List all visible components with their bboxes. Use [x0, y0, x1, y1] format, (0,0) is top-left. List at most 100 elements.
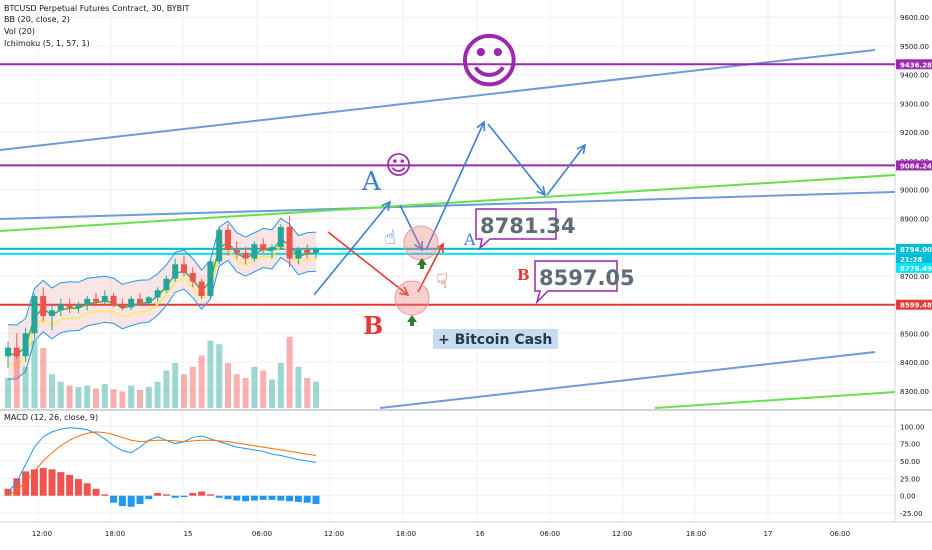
volume-indicator-label[interactable]: Vol (20) [4, 27, 35, 36]
candle-body[interactable] [269, 247, 275, 250]
candle-body[interactable] [260, 244, 267, 250]
price-tag-box[interactable] [896, 243, 932, 254]
macd-histogram-bar [277, 495, 285, 501]
price-tag-box[interactable] [896, 299, 932, 310]
arrow-a-up[interactable] [313, 201, 391, 296]
time-tick-label: 06:00 [540, 530, 560, 538]
arrow-a-rally[interactable] [425, 121, 485, 251]
candle-body[interactable] [216, 229, 223, 262]
trendline-middle[interactable] [0, 191, 896, 220]
price-tag-box[interactable] [896, 160, 932, 171]
candle-body[interactable] [119, 304, 126, 308]
candle-body[interactable] [57, 304, 64, 311]
target-circle-a[interactable] [403, 225, 439, 261]
macd-histogram-bar [171, 495, 179, 498]
candle-body[interactable] [101, 295, 108, 302]
arrow-a-continue[interactable] [546, 144, 586, 196]
candle-body[interactable] [295, 249, 302, 259]
macd-line[interactable] [7, 427, 317, 493]
trendline-lower[interactable] [379, 351, 876, 409]
volume-bar [189, 366, 196, 408]
candle-body[interactable] [93, 298, 99, 302]
volume-bar [172, 363, 179, 408]
macd-histogram-bar [189, 492, 197, 496]
candle-body[interactable] [84, 298, 91, 305]
candle-body[interactable] [233, 249, 240, 253]
arrow-a-down[interactable] [399, 204, 423, 251]
candle-body[interactable] [286, 226, 293, 259]
macd-histogram-bar [110, 495, 118, 503]
time-tick-label: 06:00 [830, 530, 850, 538]
candle-body[interactable] [154, 290, 161, 298]
bollinger-upper[interactable] [7, 217, 317, 326]
price-tag-label: 8776.49 [900, 265, 932, 273]
candle-body[interactable] [251, 244, 258, 259]
time-tick-label: 18:00 [396, 530, 416, 538]
volume-bar [269, 379, 275, 408]
price-tag-box[interactable] [896, 59, 932, 70]
candle-body[interactable] [75, 304, 82, 308]
ichimoku-indicator-label[interactable]: Ichimoku (5, 1, 57, 1) [4, 39, 90, 48]
price-tag-label: 9084.24 [900, 162, 932, 170]
candle-body[interactable] [163, 278, 170, 291]
candle-body[interactable] [40, 295, 47, 317]
candle-body[interactable] [225, 229, 231, 250]
time-tick-label: 18:00 [105, 530, 125, 538]
candle-body[interactable] [181, 264, 187, 273]
candle-body[interactable] [207, 261, 214, 296]
macd-histogram-bar [127, 495, 135, 507]
candle-body[interactable] [189, 272, 196, 282]
bitcoin-cash-box[interactable] [433, 329, 558, 349]
time-tick-label: 17 [764, 530, 773, 538]
price-tick-label: 9500.00 [900, 43, 929, 51]
candle-body[interactable] [198, 281, 205, 296]
candle-body[interactable] [137, 298, 143, 304]
volume-bar [101, 384, 108, 408]
trendline-upper[interactable] [0, 49, 876, 151]
candle-body[interactable] [110, 295, 117, 305]
macd-tick-label: 0.00 [900, 493, 916, 501]
candle-body[interactable] [22, 333, 29, 357]
candle-body[interactable] [128, 298, 135, 308]
candle-body[interactable] [172, 264, 179, 279]
arrow-a-pullback[interactable] [487, 123, 546, 196]
price-tag-box[interactable] [896, 262, 932, 273]
time-tick-label: 12:00 [324, 530, 344, 538]
ichimoku-line[interactable] [7, 244, 317, 366]
hand-pointing-down-icon: ☟ [436, 269, 448, 293]
macd-histogram-bar [198, 491, 206, 496]
macd-histogram-bar [224, 495, 232, 500]
volume-bar [40, 348, 47, 408]
price-tag-box[interactable] [896, 253, 932, 264]
volume-bar [110, 389, 117, 408]
price-tick-label: 8700.00 [900, 273, 929, 281]
candle-body[interactable] [313, 248, 319, 253]
candle-body[interactable] [304, 249, 311, 253]
macd-histogram-bar [30, 469, 38, 496]
volume-bar [277, 363, 284, 408]
arrow-b-down[interactable] [327, 231, 409, 296]
bollinger-lower[interactable] [7, 256, 317, 380]
candle-body[interactable] [145, 297, 152, 304]
candle-body[interactable] [242, 252, 249, 259]
callout-b-box[interactable] [534, 260, 618, 305]
price-tick-label: 8400.00 [900, 359, 929, 367]
macd-tick-label: -25.00 [900, 510, 923, 518]
candle-body[interactable] [66, 304, 73, 308]
candle-body[interactable] [13, 347, 20, 357]
macd-histogram-bar [101, 494, 109, 496]
callout-a-box[interactable] [475, 208, 557, 251]
macd-histogram-bar [206, 494, 214, 496]
target-circle-b[interactable] [394, 280, 430, 316]
candle-body[interactable] [277, 226, 284, 248]
smiley-large-icon: ☺ [458, 27, 521, 97]
trendline-green-lower[interactable] [654, 391, 896, 409]
candle-body[interactable] [31, 295, 38, 334]
bb-indicator-label[interactable]: BB (20, close, 2) [4, 15, 70, 24]
macd-signal-line[interactable] [7, 431, 317, 497]
candle-body[interactable] [49, 310, 55, 317]
macd-pane[interactable] [0, 412, 895, 522]
macd-indicator-label[interactable]: MACD (12, 26, close, 9) [4, 413, 99, 422]
candle-body[interactable] [5, 347, 11, 357]
